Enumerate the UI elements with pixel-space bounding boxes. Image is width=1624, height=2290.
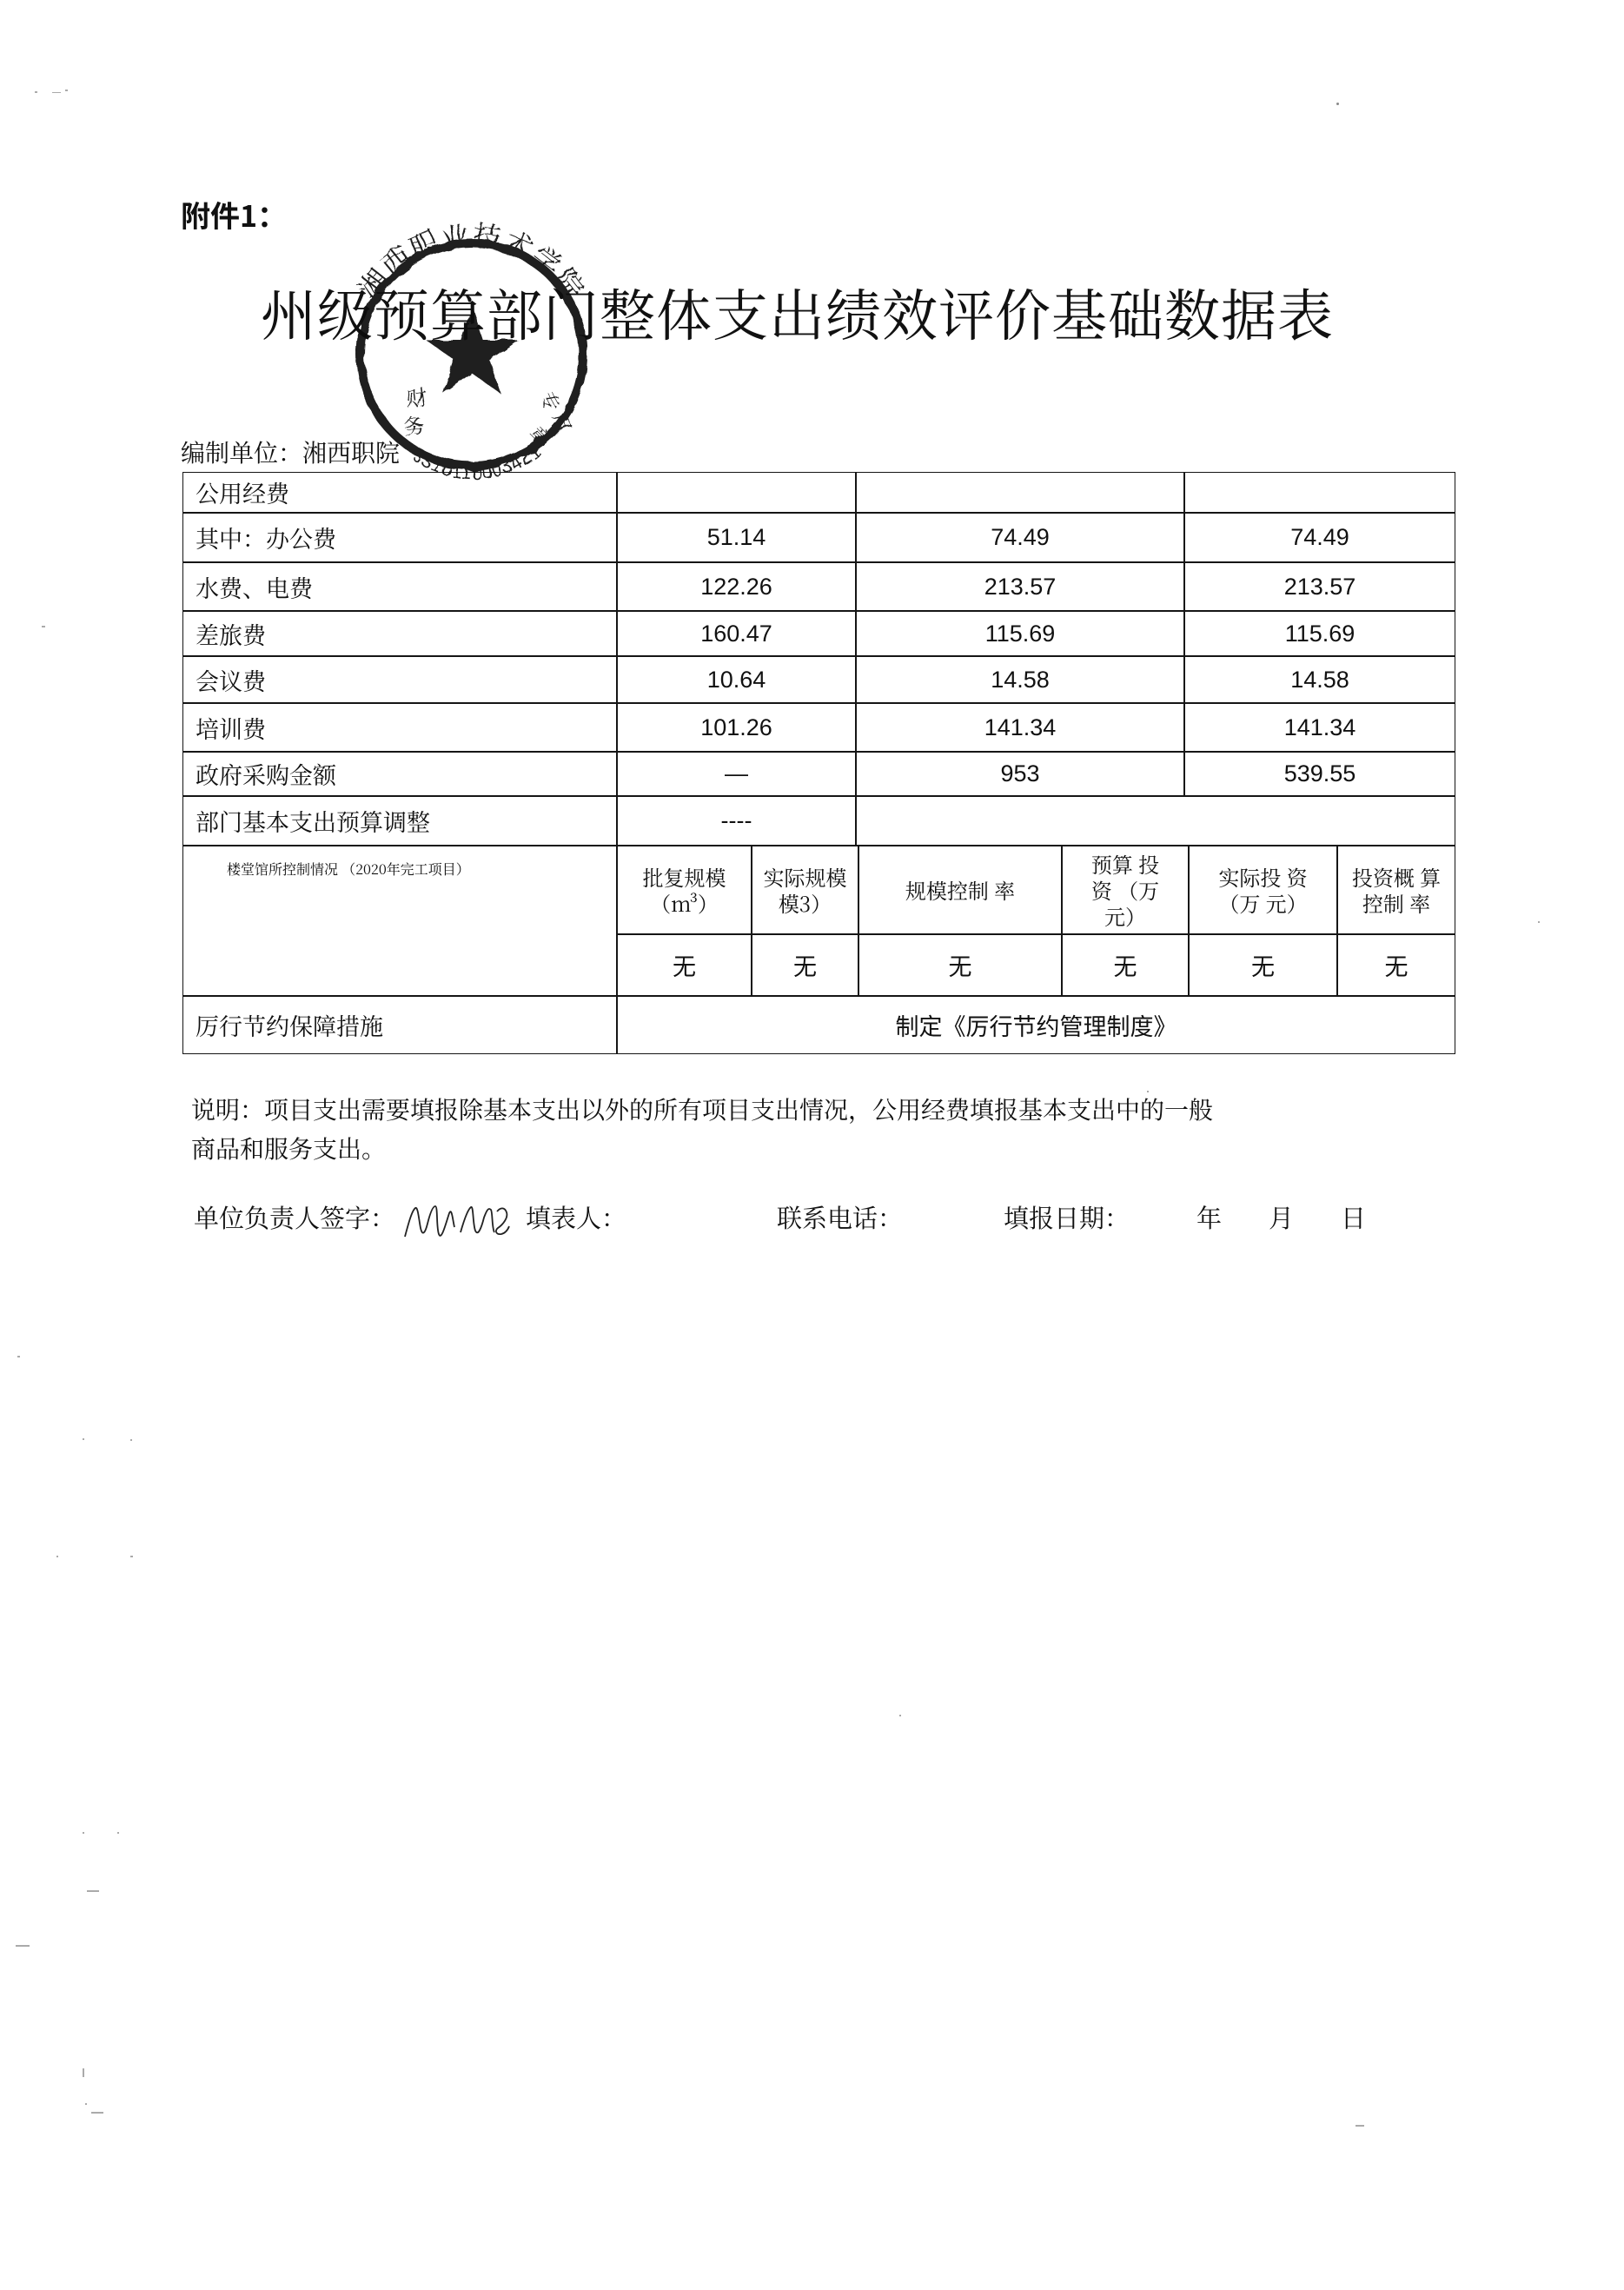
svg-text:务: 务 xyxy=(402,408,425,441)
svg-text:湘西职业技术学院: 湘西职业技术学院 xyxy=(348,213,596,307)
svg-text:财: 财 xyxy=(404,380,429,413)
